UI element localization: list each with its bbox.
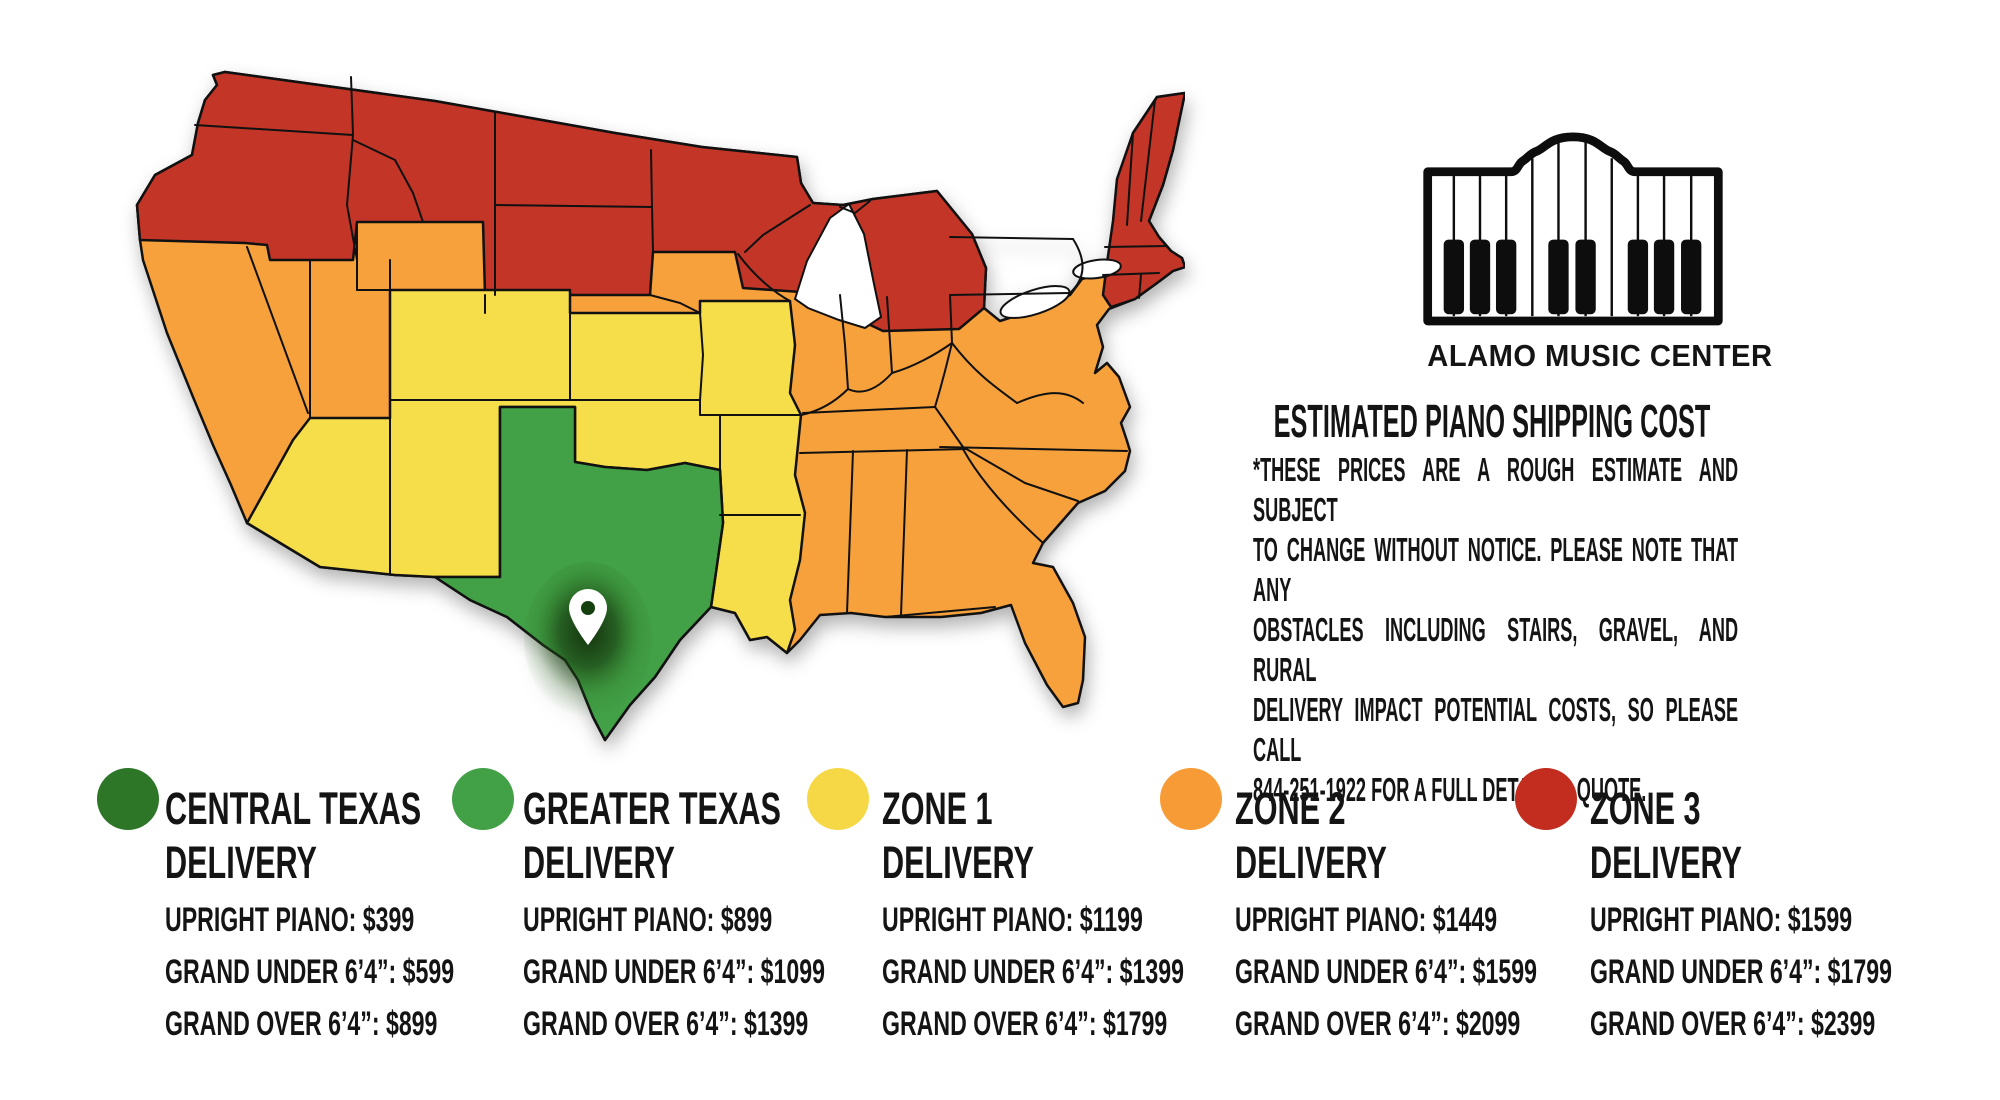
legend-marker-central-texas bbox=[97, 768, 159, 830]
zone-name: ZONE 3 bbox=[1590, 783, 1701, 834]
page-title: ESTIMATED PIANO SHIPPING COST bbox=[1273, 395, 1711, 447]
price-grand-over: GRAND OVER 6’4”: $899 bbox=[165, 1005, 438, 1043]
price-grand-under: GRAND UNDER 6’4”: $1399 bbox=[882, 953, 1184, 991]
zone-sub: DELIVERY bbox=[523, 837, 675, 888]
lake-ontario bbox=[1072, 258, 1122, 280]
legend-prices-zone3: UPRIGHT PIANO: $1599 GRAND UNDER 6’4”: $… bbox=[1590, 894, 2000, 1050]
zone-name: ZONE 1 bbox=[882, 783, 993, 834]
location-pin-icon bbox=[569, 589, 607, 645]
brand-name: ALAMO MUSIC CENTER bbox=[1427, 338, 1773, 373]
price-upright: UPRIGHT PIANO: $899 bbox=[523, 901, 773, 939]
zone-sub: DELIVERY bbox=[165, 837, 317, 888]
legend-marker-zone2 bbox=[1160, 768, 1222, 830]
location-pin-hole bbox=[581, 601, 595, 615]
zone3-region-north bbox=[135, 70, 988, 333]
price-grand-under: GRAND UNDER 6’4”: $599 bbox=[165, 953, 455, 991]
zone-sub: DELIVERY bbox=[1590, 837, 1742, 888]
legend-prices-zone2: UPRIGHT PIANO: $1449 GRAND UNDER 6’4”: $… bbox=[1235, 894, 1657, 1050]
price-grand-under: GRAND UNDER 6’4”: $1799 bbox=[1590, 953, 1892, 991]
alamo-music-center-logo bbox=[1423, 132, 1723, 326]
legend-title-zone1: ZONE 1 DELIVERY bbox=[882, 782, 1263, 890]
disclaimer-line: *THESE PRICES ARE A ROUGH ESTIMATE AND S… bbox=[1253, 451, 1739, 528]
price-upright: UPRIGHT PIANO: $1199 bbox=[882, 901, 1143, 939]
legend-prices-central-texas: UPRIGHT PIANO: $399 GRAND UNDER 6’4”: $5… bbox=[165, 894, 587, 1050]
piano-keyboard-icon bbox=[1423, 132, 1723, 326]
disclaimer-line: 844-251-1922 FOR A FULL DETAILED QUOTE. bbox=[1253, 771, 1647, 808]
price-grand-over: GRAND OVER 6’4”: $2399 bbox=[1590, 1005, 1876, 1043]
price-grand-over: GRAND OVER 6’4”: $2099 bbox=[1235, 1005, 1521, 1043]
legend-prices-zone1: UPRIGHT PIANO: $1199 GRAND UNDER 6’4”: $… bbox=[882, 894, 1304, 1050]
disclaimer-line: TO CHANGE WITHOUT NOTICE. PLEASE NOTE TH… bbox=[1253, 531, 1739, 608]
price-upright: UPRIGHT PIANO: $1599 bbox=[1590, 901, 1853, 939]
us-shipping-zone-map bbox=[135, 70, 1185, 742]
legend-marker-zone3 bbox=[1515, 768, 1577, 830]
price-grand-over: GRAND OVER 6’4”: $1399 bbox=[523, 1005, 809, 1043]
zone-sub: DELIVERY bbox=[882, 837, 1034, 888]
price-upright: UPRIGHT PIANO: $399 bbox=[165, 901, 415, 939]
price-grand-over: GRAND OVER 6’4”: $1799 bbox=[882, 1005, 1168, 1043]
price-grand-under: GRAND UNDER 6’4”: $1599 bbox=[1235, 953, 1537, 991]
price-upright: UPRIGHT PIANO: $1449 bbox=[1235, 901, 1498, 939]
legend-marker-zone1 bbox=[807, 768, 869, 830]
legend-prices-greater-texas: UPRIGHT PIANO: $899 GRAND UNDER 6’4”: $1… bbox=[523, 894, 945, 1050]
zone-name: ZONE 2 bbox=[1235, 783, 1346, 834]
legend-title-zone3: ZONE 3 DELIVERY bbox=[1590, 782, 1971, 890]
disclaimer-line: OBSTACLES INCLUDING STAIRS, GRAVEL, AND … bbox=[1253, 611, 1739, 688]
legend-title-greater-texas: GREATER TEXAS DELIVERY bbox=[523, 782, 904, 890]
zone-sub: DELIVERY bbox=[1235, 837, 1387, 888]
disclaimer-line: DELIVERY IMPACT POTENTIAL COSTS, SO PLEA… bbox=[1253, 691, 1739, 768]
state-borders bbox=[194, 76, 1168, 618]
price-grand-under: GRAND UNDER 6’4”: $1099 bbox=[523, 953, 825, 991]
zone-name: GREATER TEXAS bbox=[523, 783, 781, 834]
legend-title-central-texas: CENTRAL TEXAS DELIVERY bbox=[165, 782, 546, 890]
zone-name: CENTRAL TEXAS bbox=[165, 783, 422, 834]
lake-michigan bbox=[793, 202, 883, 330]
disclaimer-text: *THESE PRICES ARE A ROUGH ESTIMATE AND S… bbox=[1253, 450, 1738, 810]
legend-marker-greater-texas bbox=[452, 768, 514, 830]
legend-title-zone2: ZONE 2 DELIVERY bbox=[1235, 782, 1616, 890]
